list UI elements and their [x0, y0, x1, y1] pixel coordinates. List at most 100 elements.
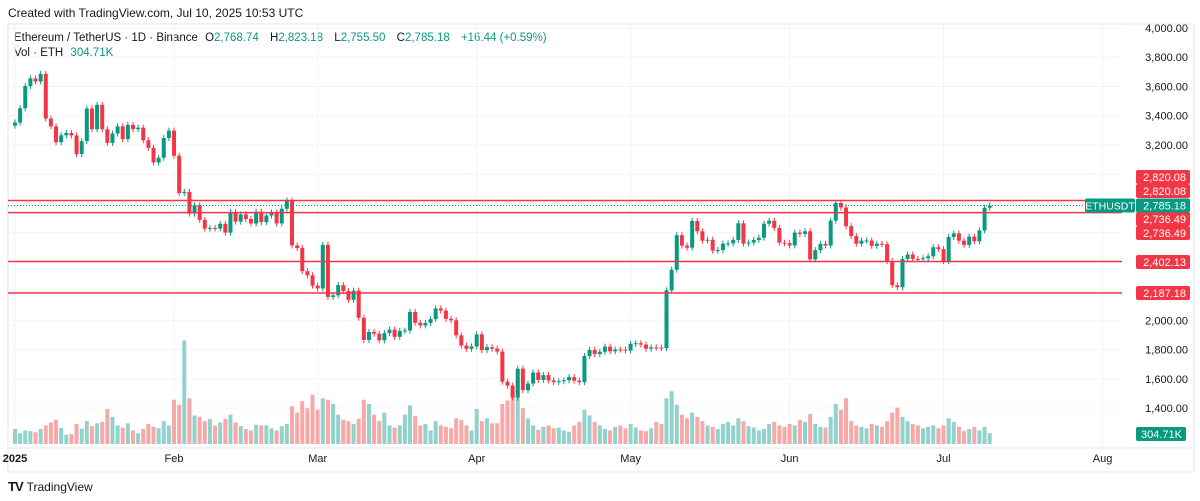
candle-body: [659, 347, 664, 349]
volume-bar: [213, 425, 218, 444]
candle-body: [797, 232, 802, 234]
candle-body: [136, 127, 141, 130]
volume-bar: [838, 409, 843, 444]
volume-bar: [541, 426, 546, 444]
candle-body: [500, 351, 505, 382]
candle-body: [685, 245, 690, 248]
volume-bar: [136, 433, 141, 444]
candle-body: [454, 320, 459, 336]
candle-body: [372, 331, 377, 334]
volume-bar: [895, 407, 900, 444]
candle-body: [977, 230, 982, 242]
volume-bar: [941, 425, 946, 444]
volume-bar: [956, 426, 961, 444]
volume-bar: [977, 430, 982, 444]
candle-body: [720, 243, 725, 251]
candle-body: [956, 233, 961, 241]
volume-bar: [720, 424, 725, 444]
volume-bar: [79, 428, 84, 444]
candle-body: [664, 290, 669, 349]
candle-body: [320, 244, 325, 289]
volume-bar: [797, 419, 802, 444]
candle-body: [202, 219, 207, 229]
candle-body: [43, 73, 48, 119]
volume-bar: [110, 416, 115, 444]
high-value: 2,823.18: [278, 32, 324, 44]
candle-body: [233, 212, 238, 222]
candle-body: [74, 135, 79, 155]
last-price-tag: [1136, 198, 1190, 213]
volume-bar: [346, 421, 351, 444]
candle-body: [905, 254, 910, 259]
candle-body: [259, 211, 264, 223]
candle-body: [951, 233, 956, 237]
y-tick-label: 3,600.00: [1145, 81, 1188, 93]
candle-body: [674, 235, 679, 270]
candle-body: [669, 269, 674, 291]
candle-body: [613, 349, 618, 352]
volume-bar: [567, 431, 572, 444]
candle-body: [690, 220, 695, 248]
volume-label[interactable]: Vol · ETH: [14, 47, 64, 59]
volume-bar: [474, 409, 479, 444]
candle-body: [859, 240, 864, 244]
candle-body: [844, 207, 849, 227]
open-value: 2,768.74: [214, 32, 259, 44]
volume-bar: [572, 425, 577, 444]
candle-body: [561, 380, 566, 382]
candle-body: [556, 381, 561, 383]
candle-body: [305, 271, 310, 276]
volume-bar: [105, 409, 110, 444]
candle-body: [910, 254, 915, 259]
volume-bar: [695, 416, 700, 444]
candle-body: [100, 104, 105, 130]
volume-bar: [495, 423, 500, 444]
volume-bar: [95, 423, 100, 444]
level-price-label: 2,820.08: [1143, 172, 1186, 184]
volume-bar: [223, 419, 228, 444]
candle-body: [710, 239, 715, 251]
x-tick-label: Jul: [936, 453, 950, 465]
volume-bar: [320, 398, 325, 444]
volume-bar: [443, 426, 448, 444]
volume-bar: [649, 428, 654, 444]
change-value: +16.44 (+0.59%): [460, 32, 547, 44]
volume-bar: [859, 426, 864, 444]
candle-body: [741, 223, 746, 244]
candle-body: [279, 208, 284, 224]
volume-bar: [130, 430, 135, 444]
volume-bar: [89, 426, 94, 444]
volume-bar: [48, 422, 53, 444]
volume-bar: [325, 399, 330, 444]
candle-body: [510, 385, 515, 398]
volume-bar: [746, 426, 751, 444]
y-tick-label: 3,200.00: [1145, 140, 1188, 152]
candle-body: [290, 200, 295, 246]
volume-bar: [161, 421, 166, 444]
volume-bar: [685, 418, 690, 444]
candle-body: [392, 329, 397, 337]
candle-body: [397, 330, 402, 337]
volume-bar: [69, 434, 74, 444]
level-price-tag: [1136, 170, 1190, 184]
candle-body: [828, 220, 833, 246]
candle-body: [48, 118, 53, 127]
candle-body: [428, 319, 433, 323]
candle-body: [146, 140, 151, 148]
volume-bar: [915, 425, 920, 444]
volume-bar: [341, 419, 346, 444]
volume-bar: [587, 415, 592, 444]
candle-body: [110, 133, 115, 143]
candle-body: [649, 347, 654, 349]
created-with-caption: Created with TradingView.com, Jul 10, 20…: [8, 6, 304, 20]
volume-bar: [490, 423, 495, 444]
candle-body: [408, 311, 413, 331]
symbol-title[interactable]: Ethereum / TetherUS · 1D · Binance: [14, 32, 198, 44]
volume-bar: [233, 422, 238, 444]
volume-bar: [377, 421, 382, 444]
volume-bar: [710, 426, 715, 444]
candle-body: [130, 124, 135, 130]
volume-bar: [438, 425, 443, 444]
volume-bar: [510, 391, 515, 444]
